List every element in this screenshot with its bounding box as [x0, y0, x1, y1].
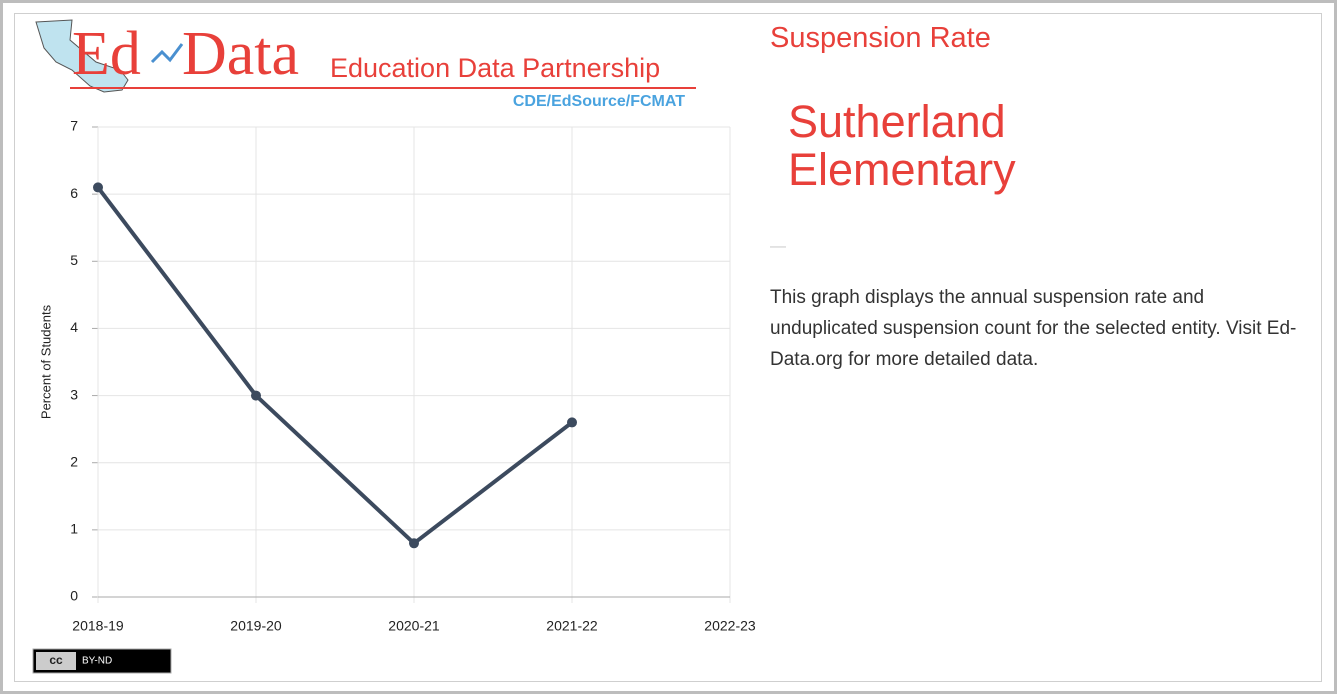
- entity-name: Sutherland Elementary: [788, 96, 1016, 195]
- logo-ed: Ed: [72, 20, 141, 88]
- x-tick-label: 2021-22: [546, 618, 598, 634]
- logo-icon: [150, 43, 184, 64]
- y-tick-label: 3: [70, 386, 78, 402]
- point: [409, 538, 419, 549]
- y-tick-label: 1: [70, 521, 78, 537]
- x-tick-label: 2020-21: [388, 618, 440, 634]
- x-tick-label: 2022-23: [704, 618, 756, 634]
- california-icon: [35, 19, 129, 93]
- x-tick-label: 2019-20: [230, 618, 282, 634]
- separator: —: [770, 238, 786, 255]
- widget-panel: [14, 13, 1322, 682]
- description: This graph displays the annual suspensio…: [770, 287, 1297, 370]
- point: [251, 390, 261, 401]
- y-tick-label: 7: [70, 118, 78, 134]
- chart: Ed Data Education Data Partnership CDE/E…: [32, 19, 756, 674]
- y-tick-label: 2: [70, 453, 78, 469]
- license-cc-bg: [36, 652, 76, 670]
- license-cc: cc: [49, 653, 63, 667]
- y-tick-label: 6: [70, 185, 78, 201]
- logo-tagline: Education Data Partnership: [330, 53, 660, 83]
- y-tick-label: 5: [70, 252, 78, 268]
- logo-partners: CDE/EdSource/FCMAT: [513, 93, 685, 110]
- logo-data: Data: [182, 20, 299, 88]
- y-axis-label: Percent of Students: [38, 304, 53, 419]
- line-series: [96, 186, 574, 546]
- license-terms: BY-ND: [82, 656, 112, 667]
- panel-heading: Suspension Rate: [770, 22, 991, 54]
- point: [93, 182, 103, 193]
- y-tick-label: 4: [70, 319, 78, 335]
- x-tick-label: 2018-19: [72, 618, 124, 634]
- point: [567, 417, 577, 428]
- y-tick-label: 0: [70, 588, 78, 604]
